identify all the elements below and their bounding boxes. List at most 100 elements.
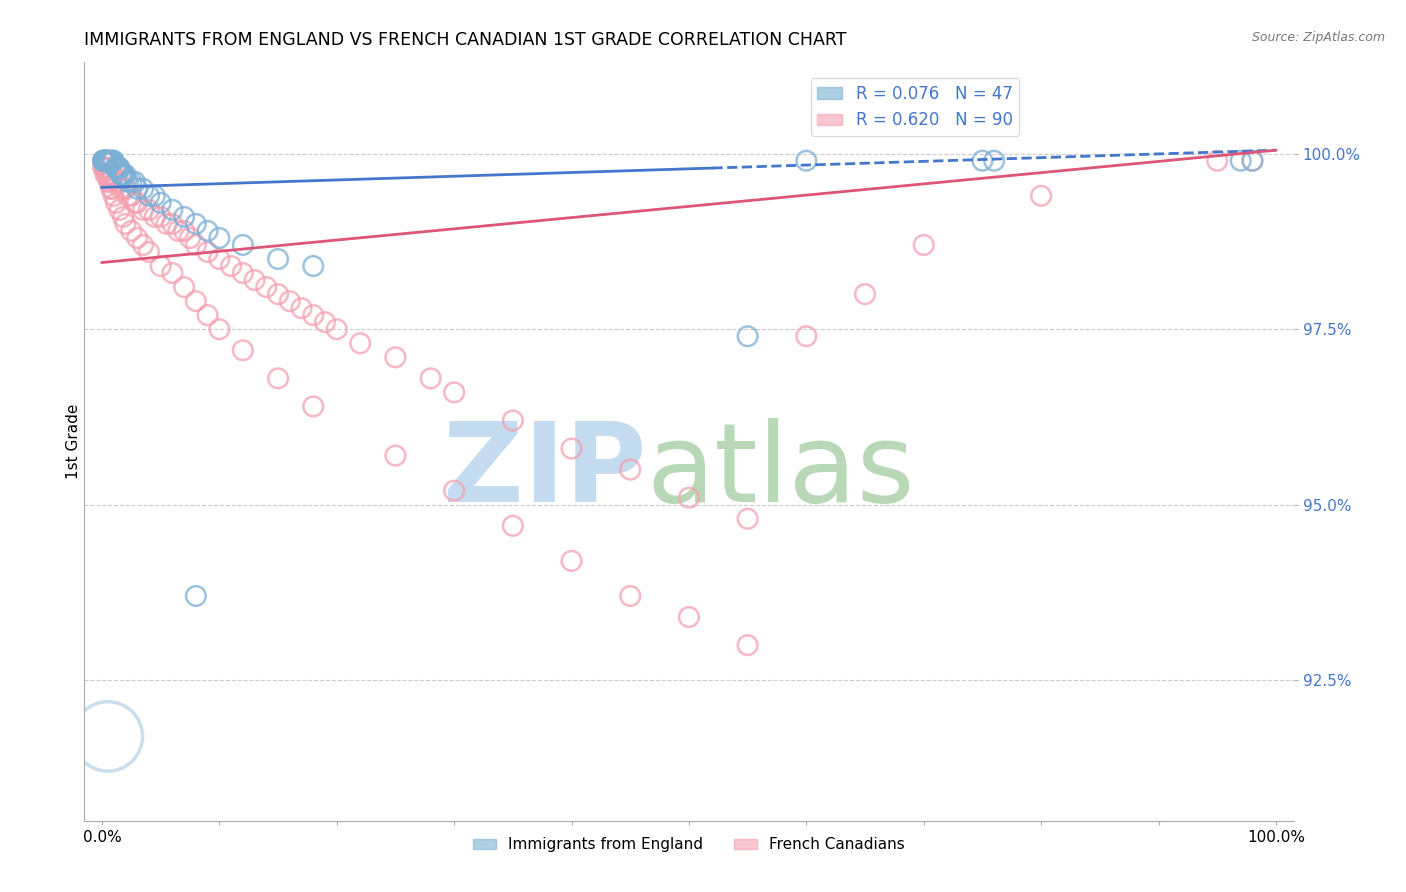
Point	[502, 518, 524, 533]
Point	[149, 195, 172, 210]
Point	[98, 168, 121, 182]
Point	[132, 202, 155, 217]
Point	[93, 153, 115, 168]
Point	[97, 153, 120, 168]
Point	[107, 175, 129, 189]
Point	[114, 217, 136, 231]
Point	[91, 153, 114, 168]
Point	[232, 266, 254, 280]
Point	[561, 442, 583, 456]
Point	[737, 329, 759, 343]
Point	[93, 153, 115, 168]
Point	[349, 336, 371, 351]
Point	[105, 161, 128, 175]
Point	[101, 168, 124, 182]
Point	[110, 182, 132, 196]
Point	[179, 231, 201, 245]
Point	[443, 483, 465, 498]
Point	[502, 413, 524, 427]
Point	[197, 308, 219, 322]
Point	[96, 153, 118, 168]
Point	[197, 224, 219, 238]
Point	[162, 266, 184, 280]
Point	[111, 168, 134, 182]
Point	[254, 280, 277, 294]
Point	[561, 554, 583, 568]
Point	[96, 168, 118, 182]
Point	[91, 153, 114, 168]
Y-axis label: 1st Grade: 1st Grade	[66, 404, 80, 479]
Point	[110, 168, 132, 182]
Point	[232, 343, 254, 358]
Point	[149, 210, 172, 224]
Point	[197, 245, 219, 260]
Point	[101, 153, 124, 168]
Point	[619, 462, 641, 476]
Point	[184, 294, 207, 309]
Text: atlas: atlas	[647, 418, 915, 525]
Point	[302, 400, 325, 414]
Point	[173, 224, 195, 238]
Point	[384, 449, 406, 463]
Point	[105, 195, 128, 210]
Point	[94, 168, 117, 182]
Point	[167, 224, 190, 238]
Text: IMMIGRANTS FROM ENGLAND VS FRENCH CANADIAN 1ST GRADE CORRELATION CHART: IMMIGRANTS FROM ENGLAND VS FRENCH CANADI…	[84, 31, 846, 49]
Point	[794, 329, 817, 343]
Point	[117, 189, 139, 203]
Point	[138, 202, 160, 217]
Point	[91, 161, 114, 175]
Point	[162, 217, 184, 231]
Point	[97, 730, 120, 744]
Point	[101, 182, 124, 196]
Point	[173, 210, 195, 224]
Point	[108, 161, 131, 175]
Point	[853, 287, 876, 301]
Point	[98, 153, 121, 168]
Point	[120, 224, 142, 238]
Point	[149, 259, 172, 273]
Point	[794, 153, 817, 168]
Point	[117, 175, 139, 189]
Text: Source: ZipAtlas.com: Source: ZipAtlas.com	[1251, 31, 1385, 45]
Point	[98, 175, 121, 189]
Point	[419, 371, 441, 385]
Point	[1229, 153, 1251, 168]
Point	[120, 175, 142, 189]
Point	[173, 280, 195, 294]
Point	[162, 202, 184, 217]
Point	[127, 195, 149, 210]
Point	[208, 322, 231, 336]
Point	[302, 308, 325, 322]
Point	[208, 231, 231, 245]
Point	[912, 238, 935, 252]
Point	[232, 238, 254, 252]
Point	[267, 287, 290, 301]
Point	[103, 168, 125, 182]
Point	[107, 161, 129, 175]
Point	[91, 153, 114, 168]
Point	[93, 153, 115, 168]
Point	[267, 252, 290, 266]
Legend: Immigrants from England, French Canadians: Immigrants from England, French Canadian…	[467, 831, 911, 858]
Point	[219, 259, 242, 273]
Point	[127, 182, 149, 196]
Point	[112, 168, 135, 182]
Point	[1241, 153, 1264, 168]
Point	[114, 168, 136, 182]
Point	[100, 153, 122, 168]
Point	[302, 259, 325, 273]
Point	[112, 168, 135, 182]
Point	[326, 322, 349, 336]
Point	[678, 610, 700, 624]
Point	[138, 245, 160, 260]
Point	[155, 217, 177, 231]
Point	[184, 589, 207, 603]
Point	[384, 351, 406, 365]
Point	[96, 153, 118, 168]
Point	[267, 371, 290, 385]
Point	[98, 168, 121, 182]
Point	[98, 175, 121, 189]
Point	[96, 161, 118, 175]
Point	[290, 301, 312, 315]
